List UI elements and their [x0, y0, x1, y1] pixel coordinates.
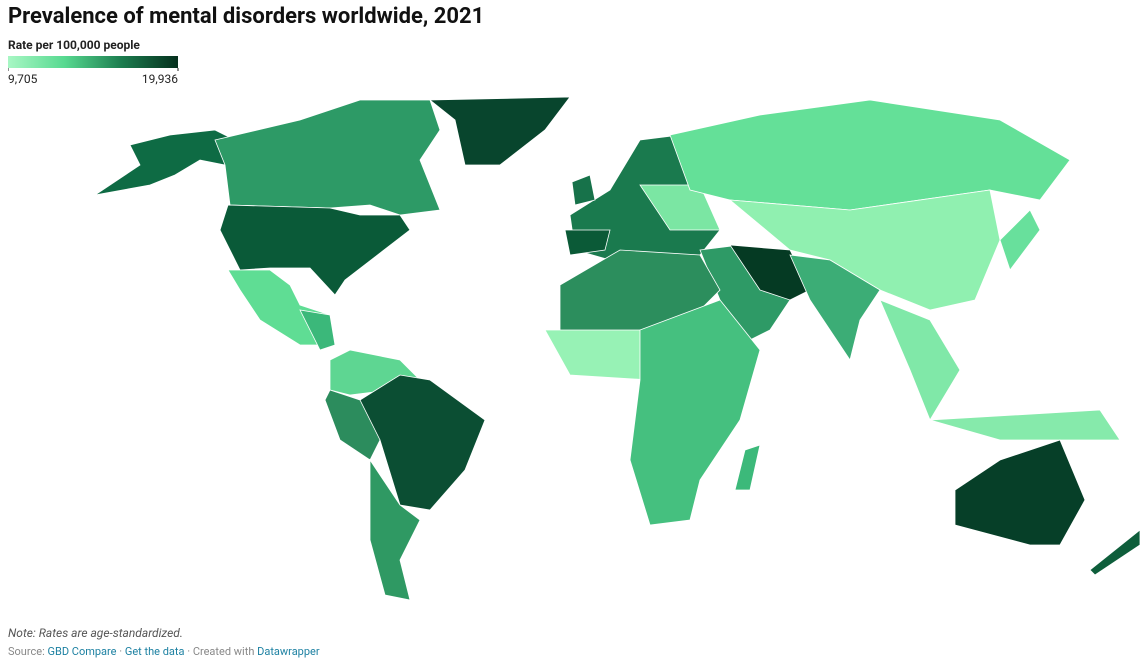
country: [669, 99, 1071, 211]
legend-title: Rate per 100,000 people: [8, 38, 140, 52]
separator: ·: [119, 645, 123, 658]
country: [879, 299, 961, 421]
country: [369, 458, 421, 601]
country: [219, 204, 411, 296]
link[interactable]: Datawrapper: [257, 645, 320, 658]
country: [299, 309, 336, 351]
source-line: Source: GBD Compare · Get the data · Cre…: [8, 645, 320, 658]
country: [999, 209, 1041, 271]
legend-gradient: [8, 56, 178, 68]
country: [789, 254, 881, 361]
country: [544, 329, 651, 381]
country: [571, 174, 596, 206]
country: [639, 184, 721, 231]
source-label: Source:: [8, 645, 45, 658]
country: [729, 244, 811, 301]
country: [428, 96, 571, 166]
country: [629, 299, 761, 526]
country: [564, 229, 611, 256]
separator: ·: [187, 645, 191, 658]
country: [94, 129, 236, 196]
legend: 9,705 19,936: [8, 56, 179, 86]
credit: Created with: [192, 645, 255, 658]
country: [728, 189, 1001, 311]
note: Note: Rates are age-standardized.: [8, 626, 183, 640]
chart-title: Prevalence of mental disorders worldwide…: [8, 4, 485, 29]
legend-tick-label: 19,936: [142, 72, 178, 86]
legend-tick-label: 9,705: [8, 72, 38, 86]
world-map: [94, 96, 1141, 601]
country: [1089, 529, 1141, 576]
link[interactable]: Get the data: [124, 645, 185, 658]
country: [954, 439, 1086, 546]
country: [929, 409, 1121, 441]
link[interactable]: GBD Compare: [47, 645, 117, 658]
country: [214, 99, 441, 216]
country: [734, 444, 761, 491]
